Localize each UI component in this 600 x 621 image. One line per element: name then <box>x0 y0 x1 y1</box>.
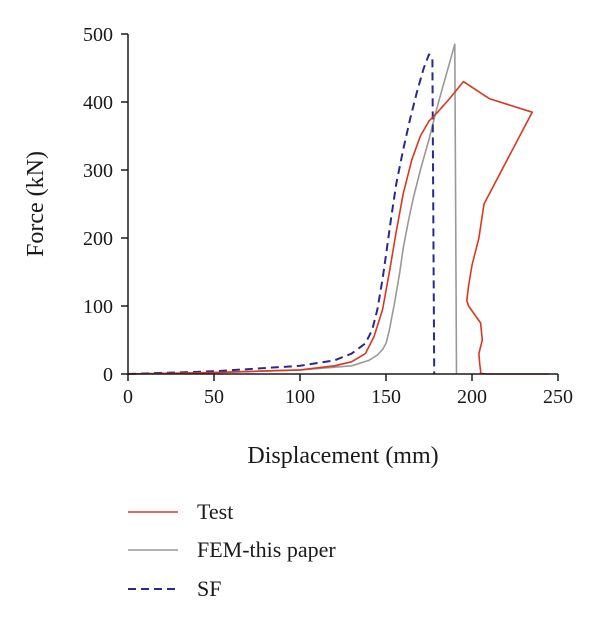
x-tick-label: 200 <box>457 386 487 408</box>
y-tick-label: 500 <box>83 24 113 46</box>
x-tick-label: 50 <box>204 386 224 408</box>
series-line-sf <box>127 53 436 375</box>
legend-label-test: Test <box>197 499 233 524</box>
y-tick-label: 100 <box>83 296 113 318</box>
x-axis-title: Displacement (mm) <box>247 443 438 469</box>
series-line-fem-this-paper <box>127 43 458 375</box>
y-tick-label: 0 <box>103 364 113 386</box>
legend-label-fem-this-paper: FEM-this paper <box>197 537 336 562</box>
y-tick-label: 300 <box>83 160 113 182</box>
x-tick-label: 150 <box>371 386 401 408</box>
y-axis-title: Force (kN) <box>23 151 49 257</box>
y-tick-label: 200 <box>83 228 113 250</box>
y-tick-label: 400 <box>83 92 113 114</box>
x-tick-label: 250 <box>543 386 573 408</box>
series-line-test <box>127 80 550 375</box>
x-tick-label: 100 <box>285 386 315 408</box>
ticks-layer: 0 50 100 150 200 250 0 100 200 300 400 500 <box>83 24 573 408</box>
legend: Test FEM-this paper SF <box>128 499 336 601</box>
axes-layer <box>127 34 558 375</box>
series-layer <box>127 43 550 375</box>
x-tick-label: 0 <box>123 386 133 408</box>
legend-label-sf: SF <box>197 576 221 601</box>
